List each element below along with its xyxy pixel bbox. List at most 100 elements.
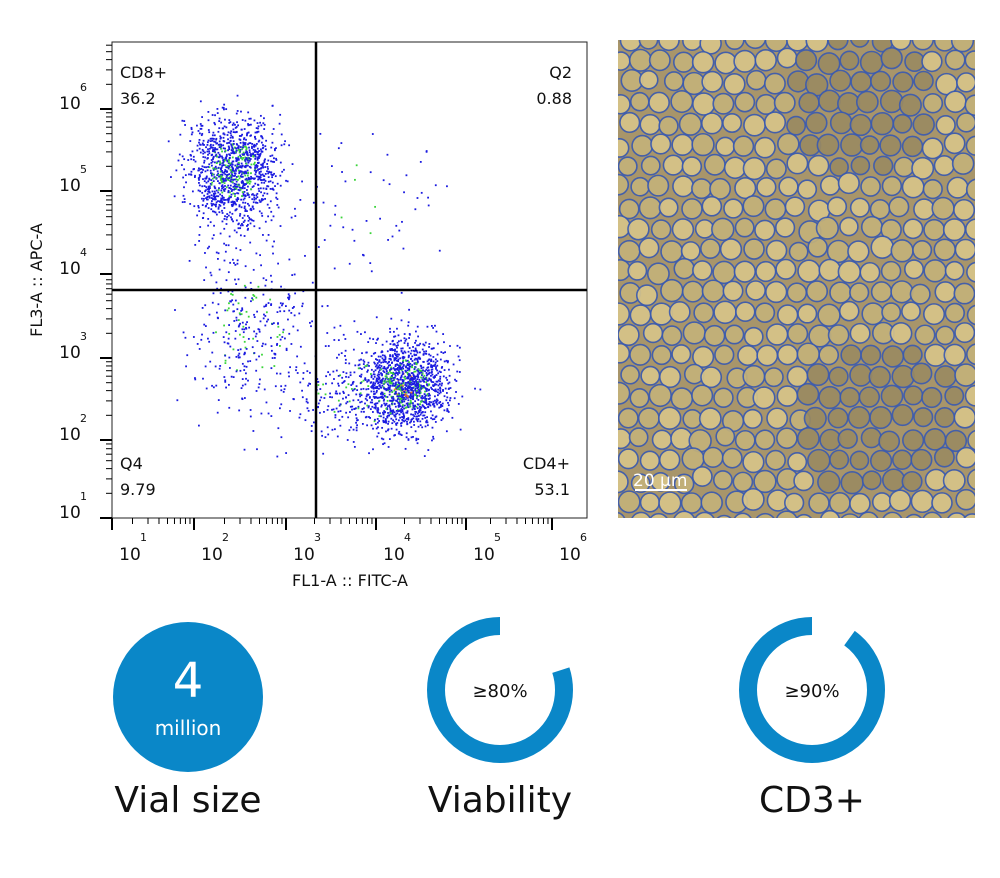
cell [902, 344, 923, 365]
vial-badge [113, 622, 263, 772]
event-dot [401, 418, 404, 421]
event-dot [240, 173, 243, 176]
event-dot [339, 324, 342, 327]
event-dot [237, 169, 240, 172]
event-dot [390, 371, 392, 374]
event-dot [254, 138, 257, 140]
cell [869, 198, 891, 220]
cell [765, 239, 788, 262]
event-dot [428, 397, 431, 400]
event-dot [428, 372, 430, 375]
event-dot [388, 370, 391, 373]
event-dot [205, 146, 207, 149]
event-dot [404, 407, 407, 409]
event-dot [270, 210, 273, 213]
cell [850, 40, 870, 48]
event-dot [404, 388, 407, 391]
event-dot [354, 178, 356, 181]
event-dot [417, 375, 419, 377]
event-dot [217, 172, 220, 175]
event-dot [434, 184, 437, 187]
event-dot [436, 353, 439, 356]
event-dot [428, 371, 431, 374]
event-dot [192, 158, 195, 161]
event-dot [206, 193, 209, 195]
cell [870, 111, 894, 136]
event-dot [254, 155, 257, 158]
event-dot [237, 155, 240, 158]
event-dot [401, 369, 403, 371]
event-dot [225, 331, 228, 334]
event-dot [366, 393, 369, 396]
event-dot [241, 195, 244, 197]
cell [933, 155, 955, 177]
event-dot [400, 362, 403, 365]
cell [698, 407, 722, 431]
cell [629, 388, 650, 409]
event-dot [437, 388, 440, 391]
event-dot [458, 346, 461, 349]
x-tick-label: 10 [119, 545, 141, 565]
event-dot [438, 402, 441, 404]
event-dot [336, 435, 339, 438]
cell [724, 324, 745, 345]
event-dot [371, 386, 374, 389]
event-dot [230, 187, 232, 190]
event-dot [294, 215, 297, 217]
event-dot [415, 397, 418, 400]
event-dot [351, 382, 354, 385]
event-dot [257, 386, 260, 389]
cell [944, 260, 965, 281]
event-dot [278, 345, 281, 347]
event-dot [443, 395, 446, 398]
cell [773, 91, 796, 114]
cell [671, 218, 695, 241]
event-dot [187, 159, 190, 161]
event-dot [290, 312, 293, 314]
event-dot [261, 165, 264, 168]
event-dot [432, 437, 435, 440]
event-dot [317, 384, 320, 386]
event-dot [349, 374, 352, 377]
cell [775, 258, 797, 280]
event-dot [233, 187, 236, 189]
event-dot [243, 207, 246, 209]
event-dot [234, 202, 237, 205]
event-dot [370, 270, 373, 273]
event-dot [203, 180, 206, 183]
event-dot [376, 385, 379, 388]
event-dot [427, 406, 429, 408]
event-dot [403, 390, 406, 393]
event-dot [331, 428, 334, 431]
event-dot [238, 189, 241, 192]
cell [627, 218, 650, 241]
y-tick-label: 10 [59, 503, 81, 523]
event-dot [431, 418, 434, 421]
event-dot [329, 392, 331, 395]
event-dot [394, 350, 396, 352]
cell [870, 70, 892, 92]
event-dot [401, 380, 404, 383]
event-dot [397, 344, 399, 347]
cell [732, 135, 755, 157]
y-tick-label: 10 [59, 176, 81, 196]
event-dot [399, 416, 401, 419]
event-dot [213, 185, 216, 188]
event-dot [435, 380, 438, 383]
event-dot [203, 166, 206, 169]
event-dot [239, 154, 242, 157]
cell [639, 113, 661, 136]
event-dot [224, 379, 227, 382]
event-dot [228, 173, 231, 176]
event-dot [364, 365, 367, 367]
cell [743, 113, 766, 137]
event-dot [415, 396, 418, 399]
event-dot [418, 405, 421, 408]
event-dot [392, 382, 395, 385]
event-dot [273, 357, 276, 359]
event-dot [417, 335, 419, 338]
event-dot [380, 351, 383, 354]
event-dot [404, 377, 407, 380]
event-dot [256, 147, 259, 150]
event-dot [418, 371, 421, 374]
